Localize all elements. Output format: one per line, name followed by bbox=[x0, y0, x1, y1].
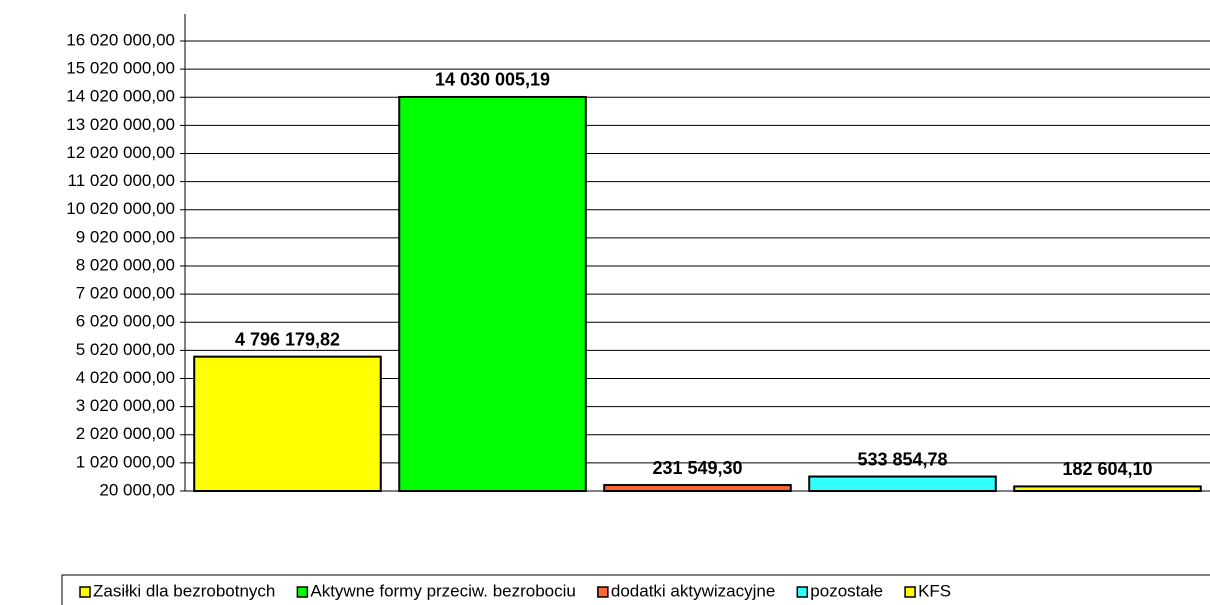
y-tick-label: 7 020 000,00 bbox=[76, 284, 175, 303]
bar bbox=[808, 475, 997, 492]
value-label: 231 549,30 bbox=[652, 458, 742, 478]
y-tick-label: 14 020 000,00 bbox=[66, 87, 175, 106]
legend-swatch bbox=[296, 586, 309, 598]
y-tick-label: 8 020 000,00 bbox=[76, 255, 175, 274]
y-tick-label: 5 020 000,00 bbox=[76, 340, 175, 359]
y-tick-label: 3 020 000,00 bbox=[76, 396, 175, 415]
legend-swatch bbox=[79, 586, 91, 598]
legend-label: KFS bbox=[918, 581, 951, 600]
y-tick-label: 13 020 000,00 bbox=[66, 115, 175, 134]
y-tick-label: 15 020 000,00 bbox=[66, 59, 175, 78]
value-label: 4 796 179,82 bbox=[235, 329, 340, 349]
bar bbox=[603, 484, 792, 492]
y-tick-label: 16 020 000,00 bbox=[66, 30, 175, 49]
y-tick-label: 6 020 000,00 bbox=[76, 312, 175, 331]
y-tick-label: 1 020 000,00 bbox=[76, 452, 175, 471]
y-tick-label: 4 020 000,00 bbox=[76, 368, 175, 387]
legend-label: Aktywne formy przeciw. bezrobociu bbox=[310, 581, 576, 600]
bar bbox=[1013, 485, 1202, 492]
y-tick-label: 9 020 000,00 bbox=[76, 227, 175, 246]
bar bbox=[193, 355, 382, 493]
y-tick-label: 10 020 000,00 bbox=[66, 199, 175, 218]
value-label: 533 854,78 bbox=[857, 449, 947, 469]
y-tick-label: 12 020 000,00 bbox=[66, 143, 175, 162]
legend-label: dodatki aktywizacyjne bbox=[611, 581, 775, 600]
legend-label: pozostałe bbox=[810, 581, 883, 600]
y-tick-label: 2 020 000,00 bbox=[76, 424, 175, 443]
legend-swatch bbox=[796, 586, 809, 598]
legend-swatch bbox=[597, 586, 609, 598]
y-tick-label: 20 000,00 bbox=[99, 480, 175, 499]
legend-swatch bbox=[904, 586, 916, 598]
legend-box bbox=[61, 574, 1210, 605]
legend-label: Zasiłki dla bezrobotnych bbox=[93, 581, 275, 600]
value-label: 14 030 005,19 bbox=[435, 70, 550, 90]
y-tick-label: 11 020 000,00 bbox=[68, 171, 175, 190]
value-label: 182 604,10 bbox=[1062, 459, 1152, 479]
bar bbox=[398, 95, 587, 493]
